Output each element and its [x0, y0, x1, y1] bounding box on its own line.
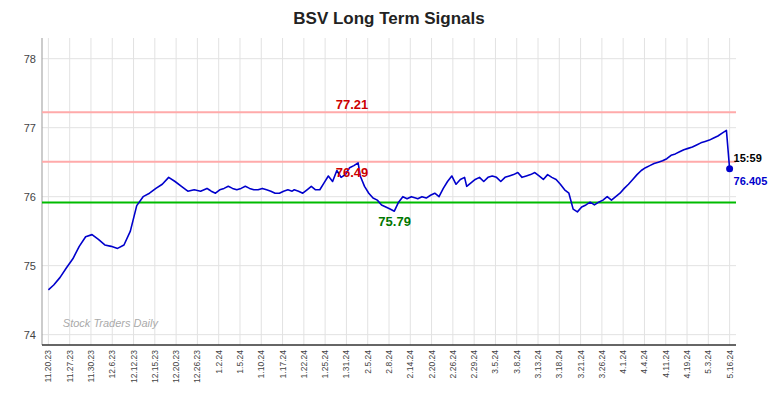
x-tick-label: 12.6.23 [107, 350, 117, 379]
y-tick-label: 74 [24, 329, 36, 341]
annotation: 76.405 [734, 175, 768, 187]
x-tick-label: 11.30.23 [86, 350, 96, 383]
grid-line [69, 38, 70, 345]
x-tick-label: 1.17.24 [278, 350, 288, 379]
reference-line [42, 161, 736, 163]
grid-line [90, 38, 91, 345]
x-tick-label: 12.15.23 [150, 350, 160, 383]
x-axis [42, 344, 736, 346]
reference-line [42, 111, 736, 113]
x-tick-label: 11.27.23 [65, 350, 75, 383]
grid-line [687, 38, 688, 345]
x-tick-label: 12.26.23 [192, 350, 202, 383]
title: BSV Long Term Signals [293, 9, 484, 28]
x-tick-label: 1.10.24 [256, 350, 266, 379]
y-tick-label: 75 [24, 260, 36, 272]
grid-line [48, 38, 49, 345]
current-point [726, 165, 733, 172]
grid-line [474, 38, 475, 345]
grid-line [665, 38, 666, 345]
grid-line [452, 38, 453, 345]
grid-line [538, 38, 539, 345]
x-tick-label: 2.20.24 [427, 350, 437, 379]
y-tick-label: 76 [24, 191, 36, 203]
x-tick-label: 3.18.24 [554, 350, 564, 379]
x-tick-label: 1.5.24 [235, 350, 245, 374]
x-tick-label: 3.5.24 [490, 350, 500, 374]
grid-line [580, 38, 581, 345]
plot-area [42, 112, 736, 290]
annotation: 15:59 [734, 152, 762, 164]
x-tick-label: 4.19.24 [682, 350, 692, 379]
x-tick-label: 4.4.24 [639, 350, 649, 374]
grid-line [389, 38, 390, 345]
x-tick-label: 12.20.23 [171, 350, 181, 383]
x-tick-label: 5.3.24 [703, 350, 713, 374]
y-axis [42, 38, 43, 345]
grid-line [644, 38, 645, 345]
x-tick-label: 3.8.24 [512, 350, 522, 374]
y-tick-label: 78 [24, 53, 36, 65]
x-tick-label: 4.11.24 [661, 350, 671, 378]
grid-line [176, 38, 177, 345]
grid-line [516, 38, 517, 345]
grid-line [431, 38, 432, 345]
x-tick-label: 1.31.24 [341, 350, 351, 379]
grid-line [495, 38, 496, 345]
x-tick-label: 12.12.23 [129, 350, 139, 383]
grid-line [559, 38, 560, 345]
x-tick-label: 2.26.24 [448, 350, 458, 379]
price-line [48, 130, 729, 289]
grid-line [346, 38, 347, 345]
x-tick-label: 5.16.24 [725, 350, 735, 379]
grid-line [261, 38, 262, 345]
grid-line [112, 38, 113, 345]
x-tick-label: 4.1.24 [618, 350, 628, 374]
x-tick-label: 3.26.24 [597, 350, 607, 379]
x-tick-label: 2.5.24 [363, 350, 373, 374]
grid-line [239, 38, 240, 345]
watermark: Stock Traders Daily [63, 317, 160, 329]
grid-line [708, 38, 709, 345]
grid-line [623, 38, 624, 345]
grid-line [729, 38, 730, 345]
grid-line [601, 38, 602, 345]
annotation: 77.21 [336, 97, 369, 112]
grid-line [410, 38, 411, 345]
x-tick-label: 2.29.24 [469, 350, 479, 379]
grid-line [197, 38, 198, 345]
x-tick-label: 1.2.24 [214, 350, 224, 374]
chart: BSV Long Term Signals 74 75 76 77 78 11.20.23 1… [0, 0, 784, 398]
x-tick-label: 1.22.24 [299, 350, 309, 379]
y-tick-label: 77 [24, 122, 36, 134]
grid-line [325, 38, 326, 345]
x-tick-label: 1.25.24 [320, 350, 330, 379]
grid-line [154, 38, 155, 345]
x-tick-label: 2.14.24 [405, 350, 415, 379]
reference-line [42, 202, 736, 204]
grid [42, 38, 736, 345]
x-tick-label: 2.8.24 [384, 350, 394, 374]
annotation: 75.79 [378, 214, 411, 229]
grid-line [133, 38, 134, 345]
x-tick-label: 3.13.24 [533, 350, 543, 379]
x-tick-label: 3.21.24 [576, 350, 586, 379]
annotation: 76.49 [336, 165, 369, 180]
x-tick-label: 11.20.23 [43, 350, 53, 383]
